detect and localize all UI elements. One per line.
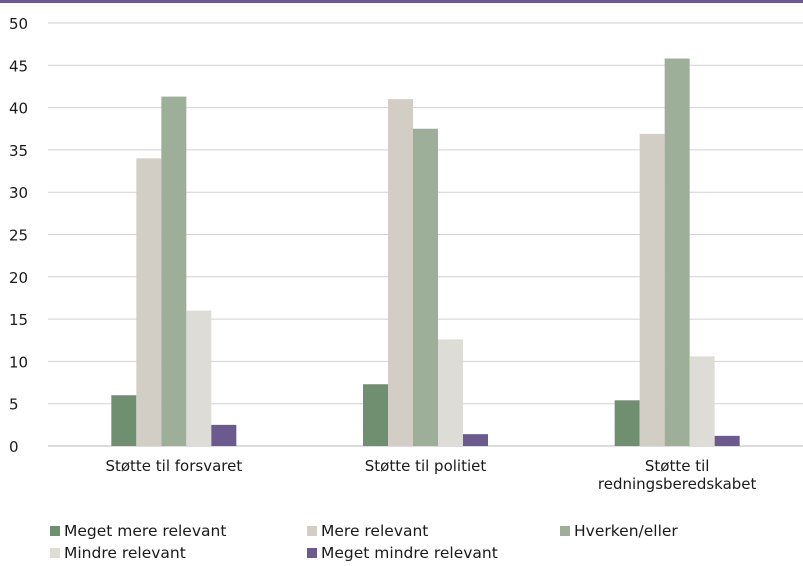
bar — [614, 400, 640, 446]
bar — [161, 96, 187, 447]
y-tick-label: 15 — [9, 311, 28, 329]
legend-label: Meget mindre relevant — [321, 544, 498, 562]
y-tick-label: 5 — [9, 396, 19, 414]
y-tick-label: 30 — [9, 184, 28, 202]
y-tick-label: 0 — [9, 438, 19, 456]
legend-item: Meget mindre relevant — [307, 544, 498, 562]
legend-swatch — [307, 548, 317, 558]
bar — [463, 434, 488, 446]
bar — [689, 356, 715, 446]
y-tick-label: 25 — [9, 227, 28, 245]
y-axis-tick-labels: 0 5 10 15 20 25 30 35 40 45 50 — [9, 15, 28, 456]
legend-item: Meget mere relevant — [50, 522, 226, 540]
x-category-label: Støtte til forsvaret — [105, 457, 242, 475]
legend-swatch — [307, 526, 317, 536]
bar — [186, 310, 212, 446]
legend-label: Mindre relevant — [64, 544, 186, 562]
bar — [639, 133, 665, 447]
bar — [136, 158, 162, 447]
legend: Meget mere relevant Mere relevant Hverken/… — [50, 522, 800, 566]
legend-swatch — [50, 526, 60, 536]
x-category-label: Støtte til politiet — [365, 457, 487, 475]
legend-label: Hverken/eller — [574, 522, 678, 540]
bar — [111, 395, 137, 446]
bars — [111, 58, 740, 447]
legend-item: Mere relevant — [307, 522, 428, 540]
x-category-label: redningsberedskabet — [598, 475, 757, 493]
x-category-label: Støtte til — [645, 457, 710, 475]
top-accent-rule — [0, 0, 803, 3]
bar — [438, 339, 463, 446]
bar — [714, 435, 740, 446]
y-tick-label: 10 — [9, 353, 28, 371]
y-tick-label: 20 — [9, 269, 28, 287]
legend-swatch — [560, 526, 570, 536]
bar — [413, 128, 438, 446]
bar — [211, 424, 237, 446]
legend-label: Mere relevant — [321, 522, 429, 540]
bar — [388, 99, 413, 446]
legend-swatch — [50, 548, 60, 558]
y-tick-label: 35 — [9, 142, 28, 160]
legend-label: Meget mere relevant — [64, 522, 227, 540]
x-axis-category-labels: Støtte til forsvaret Støtte til politiet S… — [105, 457, 756, 493]
y-tick-label: 45 — [9, 57, 28, 75]
y-tick-label: 40 — [9, 100, 28, 118]
legend-item: Hverken/eller — [560, 522, 678, 540]
legend-item: Mindre relevant — [50, 544, 186, 562]
bar — [664, 58, 690, 446]
bar — [363, 384, 388, 446]
y-tick-label: 50 — [9, 15, 28, 33]
